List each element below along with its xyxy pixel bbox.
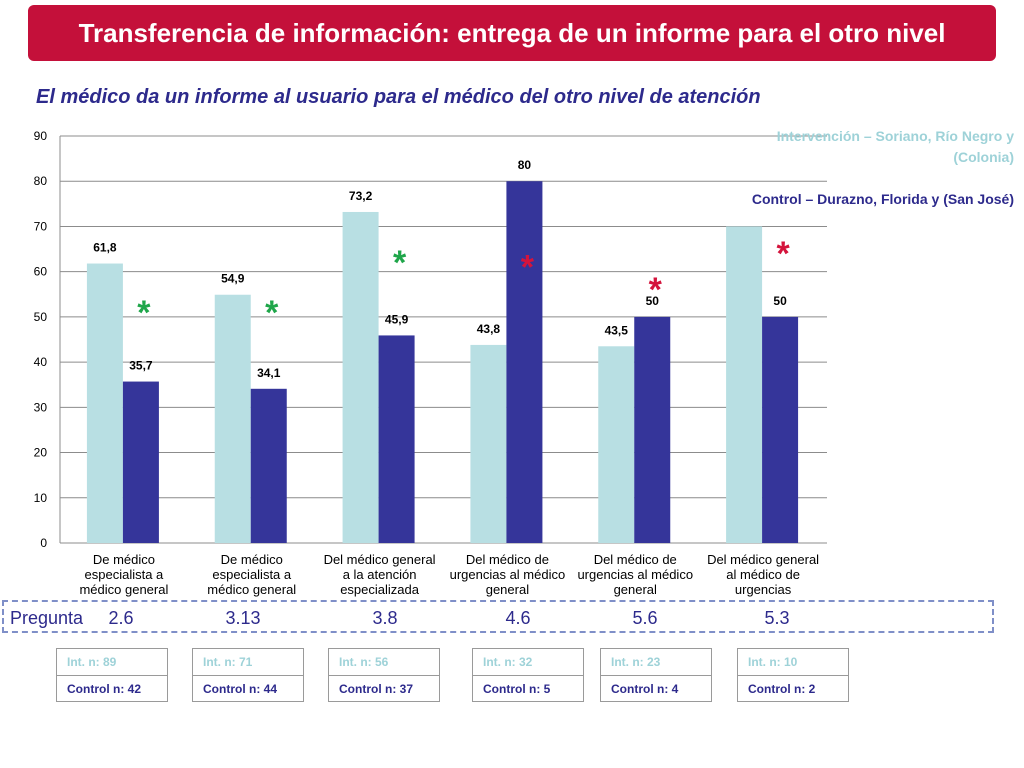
control-n: Control n: 42 — [67, 682, 141, 696]
x-category-label: De médico — [93, 552, 155, 567]
sample-size-box: Int. n: 71 Control n: 44 — [192, 648, 304, 702]
significance-asterisk: * — [776, 235, 790, 273]
x-category-label: especialista a — [85, 567, 165, 582]
data-label: 61,8 — [93, 241, 117, 255]
pregunta-value: 3.13 — [225, 608, 261, 628]
pregunta-label: Pregunta — [10, 608, 84, 628]
data-label: 45,9 — [385, 312, 409, 326]
x-category-label: Del médico general — [324, 552, 436, 567]
y-tick-label: 60 — [34, 265, 48, 279]
significance-asterisk: * — [393, 244, 407, 282]
x-category-label: al médico de — [726, 567, 800, 582]
x-category-label: urgencias al médico — [450, 567, 566, 582]
bar — [762, 316, 799, 543]
y-tick-label: 40 — [34, 355, 48, 369]
pregunta-row — [2, 600, 994, 633]
intervention-n: Int. n: 71 — [193, 649, 303, 676]
pregunta-value: 5.6 — [632, 608, 658, 628]
x-category-label: médico general — [207, 582, 296, 597]
intervention-n: Int. n: 32 — [473, 649, 583, 676]
intervention-n: Int. n: 89 — [57, 649, 167, 676]
bar — [342, 211, 379, 543]
bar — [122, 381, 159, 543]
bar — [250, 388, 287, 543]
control-n: Control n: 4 — [611, 682, 679, 696]
sample-size-box: Int. n: 56 Control n: 37 — [328, 648, 440, 702]
page-title: Transferencia de información: entrega de… — [78, 17, 946, 48]
x-category-label: urgencias al médico — [577, 567, 693, 582]
data-label: 43,8 — [477, 322, 501, 336]
data-label: 54,9 — [221, 272, 245, 286]
pregunta-value: 3.8 — [372, 608, 398, 628]
bar — [214, 294, 251, 543]
bar — [634, 316, 671, 543]
y-tick-label: 0 — [40, 536, 47, 550]
x-category-label: médico general — [79, 582, 168, 597]
chart-subtitle: El médico da un informe al usuario para … — [36, 86, 761, 108]
x-category-label: especializada — [340, 582, 420, 597]
x-category-label: Del médico de — [466, 552, 549, 567]
bar — [470, 344, 507, 543]
y-tick-label: 80 — [34, 174, 48, 188]
significance-asterisk: * — [137, 294, 151, 332]
bar — [726, 226, 763, 543]
data-label: 35,7 — [129, 359, 153, 373]
intervention-n: Int. n: 56 — [329, 649, 439, 676]
pregunta-value: 5.3 — [764, 608, 790, 628]
y-tick-label: 90 — [34, 129, 48, 143]
legend-intervention: Intervención – Soriano, Río Negro y (Col… — [776, 128, 1014, 165]
y-tick-label: 50 — [34, 310, 48, 324]
intervention-n: Int. n: 10 — [738, 649, 848, 676]
x-category-label: Del médico de — [594, 552, 677, 567]
pregunta-value: 2.6 — [108, 608, 134, 628]
pregunta-value: 4.6 — [505, 608, 531, 628]
x-category-label: general — [486, 582, 529, 597]
sample-size-box: Int. n: 10 Control n: 2 — [737, 648, 849, 702]
bar — [506, 181, 543, 543]
title-bar: Transferencia de información: entrega de… — [28, 5, 996, 61]
sample-size-box: Int. n: 89 Control n: 42 — [56, 648, 168, 702]
control-n: Control n: 44 — [203, 682, 277, 696]
x-category-label: a la atención — [343, 567, 417, 582]
significance-asterisk: * — [265, 294, 279, 332]
x-category-label: Del médico general — [707, 552, 819, 567]
sample-size-box: Int. n: 23 Control n: 4 — [600, 648, 712, 702]
y-tick-label: 30 — [34, 400, 48, 414]
bar-chart: 0 10 20 30 40 50 60 70 80 90 61,8 54,9 73,2 43,8 43,5 3… — [34, 129, 827, 597]
y-tick-label: 10 — [34, 491, 48, 505]
legend-control: Control – Durazno, Florida y (San José) — [751, 191, 1014, 207]
significance-asterisk: * — [521, 249, 535, 287]
y-tick-label: 70 — [34, 219, 48, 233]
y-tick-label: 20 — [34, 446, 48, 460]
control-n: Control n: 5 — [483, 682, 551, 696]
intervention-n: Int. n: 23 — [601, 649, 711, 676]
data-label: 50 — [646, 294, 660, 308]
bar — [598, 346, 635, 543]
x-category-label: general — [614, 582, 657, 597]
sample-size-box: Int. n: 32 Control n: 5 — [472, 648, 584, 702]
x-category-label: especialista a — [212, 567, 292, 582]
data-label: 73,2 — [349, 189, 373, 203]
significance-asterisk: * — [649, 271, 663, 309]
x-category-label: urgencias — [735, 582, 792, 597]
data-label: 50 — [773, 294, 787, 308]
bar — [86, 263, 123, 543]
data-label: 34,1 — [257, 366, 281, 380]
x-category-label: De médico — [221, 552, 283, 567]
control-n: Control n: 37 — [339, 682, 413, 696]
data-label: 43,5 — [605, 323, 629, 337]
bar — [378, 335, 415, 543]
control-n: Control n: 2 — [748, 682, 816, 696]
data-label: 80 — [518, 158, 532, 172]
